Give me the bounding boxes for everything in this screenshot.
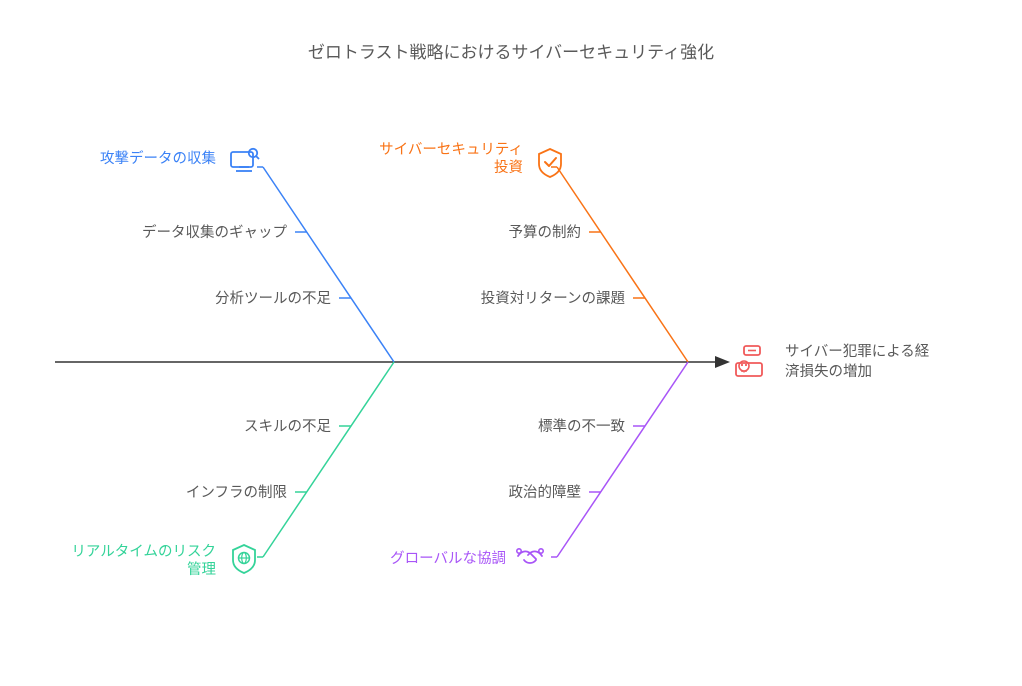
effect-label: 済損失の増加 — [785, 363, 872, 380]
category-label: グローバルな協調 — [390, 550, 506, 567]
cause-label: インフラの制限 — [186, 484, 287, 501]
category-global: グローバルな協調 標準の不一致政治的障壁 — [390, 362, 688, 567]
category-risk-mgmt: リアルタイムのリスク管理 スキルの不足インフラの制限 — [71, 362, 394, 578]
shield-check-icon — [539, 149, 561, 177]
diagram-title: ゼロトラスト戦略におけるサイバーセキュリティ強化 — [308, 43, 714, 62]
bone-line — [263, 362, 394, 557]
cause: 予算の制約 — [509, 224, 602, 241]
category-label: 攻撃データの収集 — [100, 149, 216, 167]
effect: サイバー犯罪による経済損失の増加 — [736, 343, 930, 380]
cause-label: 政治的障壁 — [509, 483, 582, 501]
cause: インフラの制限 — [186, 484, 307, 501]
cause-label: 投資対リターンの課題 — [481, 290, 625, 307]
cause: 投資対リターンの課題 — [481, 290, 645, 307]
category-investment: サイバーセキュリティ投資予算の制約投資対リターンの課題 — [379, 142, 688, 362]
hacker-icon — [736, 346, 762, 376]
category-attack-data: 攻撃データの収集データ収集のギャップ分析ツールの不足 — [100, 149, 394, 362]
category-label: サイバーセキュリティ — [379, 142, 523, 158]
cause: 政治的障壁 — [509, 483, 602, 501]
fishbone-diagram: ゼロトラスト戦略におけるサイバーセキュリティ強化 攻撃データの収集データ収集のギ… — [0, 0, 1022, 686]
monitor-search-icon — [231, 149, 259, 171]
category-label: 投資 — [494, 159, 523, 176]
cause-label: スキルの不足 — [244, 418, 331, 435]
cause: 分析ツールの不足 — [215, 290, 351, 307]
category-label: 管理 — [187, 561, 216, 578]
cause-label: 標準の不一致 — [538, 418, 625, 435]
shield-globe-icon — [233, 545, 255, 573]
bone-line — [557, 362, 688, 557]
cause: データ収集のギャップ — [142, 223, 307, 241]
effect-label: サイバー犯罪による経 — [785, 343, 930, 360]
cause-label: 予算の制約 — [509, 224, 582, 241]
category-label: リアルタイムのリスク — [71, 543, 216, 560]
cause-label: 分析ツールの不足 — [215, 290, 331, 307]
cause-label: データ収集のギャップ — [142, 223, 287, 241]
cause: スキルの不足 — [244, 418, 351, 435]
categories: 攻撃データの収集データ収集のギャップ分析ツールの不足サイバーセキュリティ投資予算… — [71, 142, 688, 578]
bone-line — [557, 167, 688, 362]
handshake-icon — [517, 549, 543, 563]
cause: 標準の不一致 — [538, 418, 645, 435]
bone-line — [263, 167, 394, 362]
